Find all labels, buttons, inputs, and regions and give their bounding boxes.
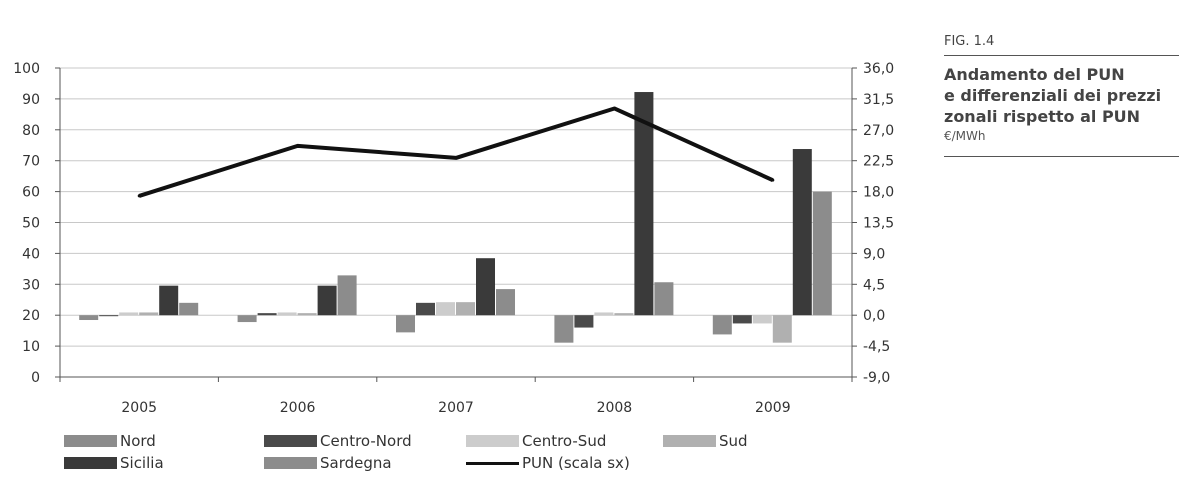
- right-tick-label: 4,5: [863, 277, 885, 293]
- bar-sud-2008: [614, 313, 634, 316]
- bar-centro-nord-2008: [574, 315, 594, 328]
- left-tick-label: 30: [22, 277, 40, 293]
- legend-line-pun: [466, 461, 519, 465]
- bar-nord-2009: [712, 315, 732, 335]
- bar-sud-2007: [456, 302, 475, 316]
- bar-centro-sud-2006: [277, 312, 297, 316]
- bar-nord-2007: [396, 315, 415, 333]
- pun-point-2008: [612, 106, 616, 110]
- bar-sicilia-2006: [317, 285, 337, 316]
- bar-nord-2006: [237, 315, 257, 323]
- right-tick-label: 13,5: [863, 216, 894, 232]
- left-tick-label: 0: [31, 370, 40, 386]
- bars: [79, 92, 832, 343]
- figure-unit: €/MWh: [944, 129, 986, 143]
- bar-centro-sud-2005: [119, 312, 139, 316]
- bar-sardegna-2005: [179, 302, 199, 316]
- pun-point-2005: [137, 194, 141, 198]
- figure-label: FIG. 1.4: [944, 34, 1179, 56]
- bar-centro-nord-2007: [416, 302, 435, 316]
- bar-nord-2008: [554, 315, 574, 343]
- legend-swatch-nord: [64, 435, 117, 447]
- right-tick-label: 0,0: [863, 308, 885, 324]
- bar-sicilia-2007: [476, 258, 495, 316]
- right-tick-label: -4,5: [863, 339, 890, 355]
- left-tick-label: 100: [13, 61, 40, 77]
- caption-divider: [944, 156, 1179, 157]
- legend-swatch-sicilia: [64, 457, 117, 469]
- legend-item-centro-nord: Centro-Nord: [264, 432, 412, 450]
- bar-sardegna-2009: [812, 191, 832, 316]
- legend-label-sicilia: Sicilia: [120, 454, 164, 472]
- left-tick-label: 10: [22, 339, 40, 355]
- left-tick-label: 40: [22, 246, 40, 262]
- legend-item-sud: Sud: [663, 432, 748, 450]
- pun-point-2007: [454, 156, 458, 160]
- figure-title-line-3: zonali rispetto al PUN: [944, 107, 1141, 126]
- bar-sud-2009: [772, 315, 792, 343]
- legend-swatch-centro-sud: [466, 435, 519, 447]
- bar-centro-sud-2008: [594, 312, 614, 316]
- right-tick-label: 22,5: [863, 154, 894, 170]
- figure-caption: FIG. 1.4 Andamento del PUN e differenzia…: [944, 34, 1179, 157]
- legend-label-sud: Sud: [719, 432, 748, 450]
- bar-sardegna-2008: [654, 282, 674, 316]
- bar-centro-nord-2005: [99, 315, 119, 317]
- bar-nord-2005: [79, 315, 99, 321]
- bar-centro-sud-2007: [436, 302, 455, 316]
- pun-point-2009: [771, 178, 775, 182]
- chart: 0 10 20 30 40 50 60 70 80 90 100 -9,0 -4,5 0,0 4,5 9,0 1…: [13, 61, 894, 416]
- bar-sardegna-2007: [496, 289, 515, 316]
- figure-title-line-1: Andamento del PUN: [944, 65, 1125, 84]
- legend-label-centro-nord: Centro-Nord: [320, 432, 412, 450]
- axes: [55, 67, 857, 382]
- right-tick-label: 18,0: [863, 185, 894, 201]
- x-tick-label: 2005: [121, 400, 157, 416]
- legend-swatch-centro-nord: [264, 435, 317, 447]
- figure-title-line-2: e differenziali dei prezzi: [944, 86, 1162, 105]
- right-tick-label: 36,0: [863, 61, 894, 77]
- bar-sicilia-2008: [634, 92, 654, 316]
- left-tick-label: 70: [22, 154, 40, 170]
- legend-swatch-sud: [663, 435, 716, 447]
- right-tick-label: -9,0: [863, 370, 890, 386]
- left-tick-label: 20: [22, 308, 40, 324]
- legend-item-centro-sud: Centro-Sud: [466, 432, 606, 450]
- left-tick-label: 60: [22, 185, 40, 201]
- bar-sardegna-2006: [337, 275, 357, 316]
- legend-label-sardegna: Sardegna: [320, 454, 392, 472]
- x-tick-label: 2006: [280, 400, 316, 416]
- legend-item-pun: PUN (scala sx): [466, 454, 630, 472]
- pun-line-group: [137, 106, 775, 198]
- right-tick-label: 27,0: [863, 123, 894, 139]
- x-tick-label: 2009: [755, 400, 791, 416]
- bar-sicilia-2009: [792, 149, 812, 316]
- left-tick-label: 90: [22, 92, 40, 108]
- gridlines: [60, 67, 852, 347]
- tick-labels: 0 10 20 30 40 50 60 70 80 90 100 -9,0 -4,5 0,0 4,5 9,0 1…: [13, 61, 894, 416]
- left-tick-label: 80: [22, 123, 40, 139]
- legend-label-centro-sud: Centro-Sud: [522, 432, 607, 450]
- pun-line: [138, 106, 774, 198]
- legend-label-nord: Nord: [120, 432, 156, 450]
- right-tick-label: 31,5: [863, 92, 894, 108]
- legend-item-sardegna: Sardegna: [264, 454, 392, 472]
- bar-sud-2006: [297, 313, 317, 316]
- x-tick-label: 2007: [438, 400, 474, 416]
- bar-sicilia-2005: [159, 285, 179, 316]
- right-tick-label: 9,0: [863, 246, 885, 262]
- figure-title: Andamento del PUN e differenziali dei pr…: [944, 64, 1179, 127]
- left-tick-label: 50: [22, 216, 40, 232]
- bar-centro-sud-2009: [752, 315, 772, 324]
- legend-label-pun: PUN (scala sx): [522, 454, 630, 472]
- legend-swatch-sardegna: [264, 457, 317, 469]
- pun-point-2006: [296, 144, 300, 148]
- bar-centro-nord-2006: [257, 313, 277, 316]
- bar-sud-2005: [139, 312, 159, 316]
- x-tick-label: 2008: [597, 400, 633, 416]
- legend-item-sicilia: Sicilia: [64, 454, 164, 472]
- legend-item-nord: Nord: [64, 432, 156, 450]
- bar-centro-nord-2009: [732, 315, 752, 324]
